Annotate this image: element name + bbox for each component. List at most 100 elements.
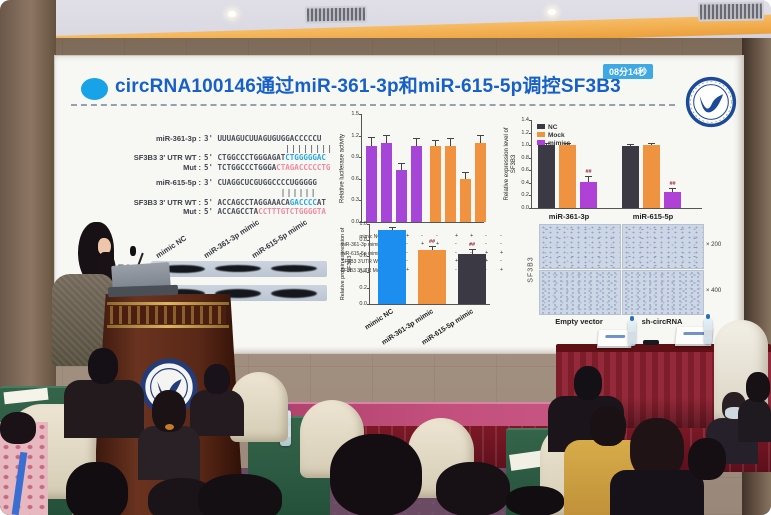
audience-member (190, 390, 244, 436)
audience-member-head (66, 462, 128, 515)
y-tick-mark (529, 145, 532, 147)
condition-sign: - (500, 233, 502, 239)
chart-plot-area: 0.0 0.2 0.4 0.6 0.8 1.0 1.2 1.4 ## ## (521, 117, 702, 211)
legend-item-mimics: mimics (537, 140, 570, 147)
ihc-image (622, 270, 704, 315)
podium-gold-trim (107, 325, 229, 328)
condition-sign: - (406, 258, 408, 265)
luciferase-bar-chart: Relative luciferase activity 0.0 0.3 0.6 0.… (335, 108, 504, 276)
condition-sign: - (500, 241, 502, 248)
condition-sign: + (421, 241, 425, 248)
ihc-row-label: SF3B3 (527, 256, 535, 283)
sequence-text: |||||||| (285, 143, 334, 153)
condition-sign: - (485, 241, 487, 248)
condition-label: miR-361-3p mimic (340, 242, 381, 249)
bar (396, 170, 407, 222)
sequence-row: |||||||| (107, 142, 387, 153)
chart-plot-area: 0.0 0.2 0.4 0.6 0.8 1.0 ## ## (359, 221, 490, 307)
projection-screen: circRNA100146通过miR-361-3p和miR-615-5p调控SF… (55, 56, 743, 353)
y-tick-mark (529, 208, 532, 209)
sequence-label: miR-361-3p : (155, 134, 201, 143)
condition-sign: + (470, 233, 474, 239)
condition-label: miR-615-5p mimic (340, 250, 381, 257)
bar (538, 145, 555, 208)
bar (664, 192, 681, 208)
y-tick-label: 0.3 (351, 197, 359, 204)
bar (458, 253, 486, 304)
error-bar (413, 138, 420, 147)
presentation-slide: circRNA100146通过miR-361-3p和miR-615-5p调控SF… (55, 56, 743, 353)
error-bar (627, 144, 634, 147)
y-tick-label: 1.4 (521, 117, 529, 123)
y-tick-mark (529, 195, 532, 197)
condition-label: mimic NC (359, 234, 381, 240)
audience-member-head (688, 438, 726, 480)
x-category: miR-361-3p mimic (380, 308, 435, 347)
condition-sign: + (500, 249, 504, 256)
bar (460, 178, 471, 222)
title-bullet-dot (81, 78, 108, 100)
water-bottle (628, 316, 636, 346)
magnification-label: × 200 (706, 242, 722, 248)
condition-sign: + (455, 233, 459, 239)
podium-gold-trim (107, 302, 229, 305)
error-bar (669, 188, 676, 193)
condition-sign: - (436, 233, 438, 239)
blot-lane-label: mimic NC (154, 233, 189, 260)
audience-member-head (746, 372, 770, 402)
y-tick-mark (359, 135, 362, 137)
audience-member-head (198, 474, 282, 515)
error-bar (447, 138, 454, 147)
audience-member-head (88, 348, 118, 384)
bar (559, 145, 576, 208)
y-tick-mark (359, 200, 362, 202)
head-table-top (556, 344, 771, 354)
bar (418, 250, 446, 304)
condition-sign: + (485, 258, 489, 265)
error-bar (428, 246, 436, 251)
y-tick-label: 0.9 (351, 154, 359, 161)
sequence-label: SF3B3 3' UTR WT : (133, 197, 201, 207)
error-bar (477, 134, 484, 143)
error-bar (648, 142, 655, 146)
condition-sign: - (455, 249, 457, 256)
y-tick-label: 0.4 (521, 179, 529, 186)
legend-item-mock: Mock (537, 132, 565, 139)
y-tick-mark (367, 240, 370, 241)
sequence-text: 5' CTGGCCCTGGGAGAT (204, 153, 286, 163)
x-category: mimic NC (363, 308, 395, 332)
table-microphone (643, 340, 659, 345)
audience-member (64, 380, 144, 438)
y-tick-label: 0.0 (351, 219, 359, 225)
sequence-text: GACCCC (289, 197, 317, 207)
y-tick-mark (367, 256, 370, 257)
sequence-label: miR-615-5p : (155, 178, 201, 188)
audience-member-head (0, 412, 36, 444)
bar (580, 181, 597, 208)
sequence-text: AT (316, 197, 326, 207)
bar (430, 146, 441, 222)
bar (475, 142, 486, 222)
audience-member (138, 426, 200, 480)
y-tick-label: 0.6 (521, 167, 529, 174)
audience-member (738, 398, 771, 442)
legend-item-nc: NC (537, 124, 557, 131)
condition-sign: - (406, 241, 408, 248)
sequence-row: |||||| (107, 186, 387, 197)
bar (445, 146, 456, 222)
sequence-text: 3' UUUAGUCUUAGUGUGGACCCCCU (204, 134, 322, 143)
sequence-label: Mut : (183, 162, 201, 172)
condition-sign: + (406, 233, 410, 239)
chart-plot-area: 0.0 0.3 0.6 0.9 1.2 1.5 (351, 111, 486, 225)
audience-member-head (630, 418, 684, 480)
sequence-row: SF3B3 3' UTR WT :5' ACCAGCCTAGGAAACAGACC… (107, 196, 387, 207)
condition-sign: - (455, 241, 457, 248)
binding-sequence-panel: miR-361-3p :3' UUUAGUCUUAGUGUGGACCCCCU ||… (107, 132, 387, 216)
error-bar (543, 142, 550, 146)
bar (411, 146, 422, 222)
sequence-text: 5' ACCAGCCTAGGAAACA (204, 197, 290, 207)
audience-member-head (436, 462, 510, 515)
air-vent (304, 5, 368, 24)
significance-annotation: ## (585, 168, 592, 175)
